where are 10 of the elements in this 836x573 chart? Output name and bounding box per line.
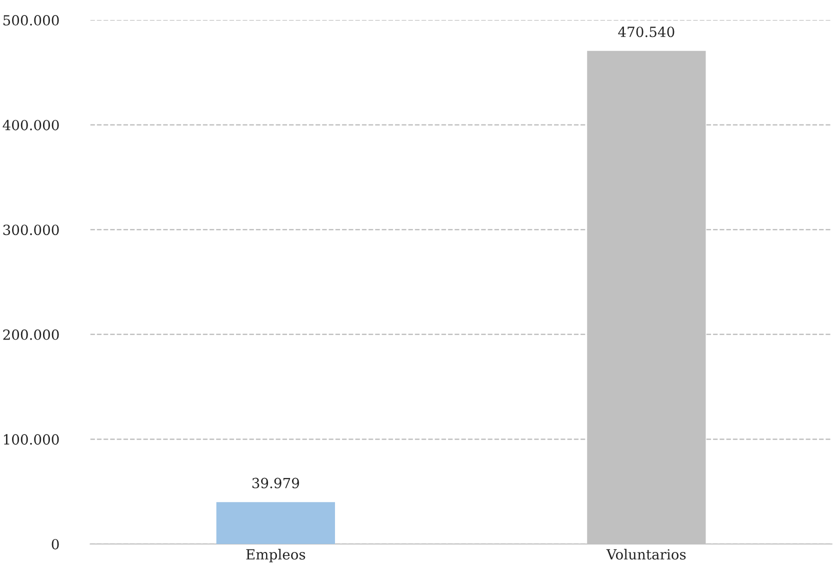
x-tick-label: Voluntarios	[606, 548, 686, 560]
y-tick-label: 300.000	[3, 224, 59, 236]
y-tick-label: 0	[52, 538, 59, 550]
x-tick-label: Empleos	[246, 548, 306, 562]
y-tick-label: 100.000	[4, 434, 59, 445]
data-label: 39.979	[252, 478, 300, 488]
y-tick-label: 400.000	[2, 120, 59, 130]
data-label: 470.540	[618, 26, 674, 38]
y-tick-label: 500.000	[3, 15, 59, 26]
y-tick-label: 200.000	[3, 329, 59, 340]
